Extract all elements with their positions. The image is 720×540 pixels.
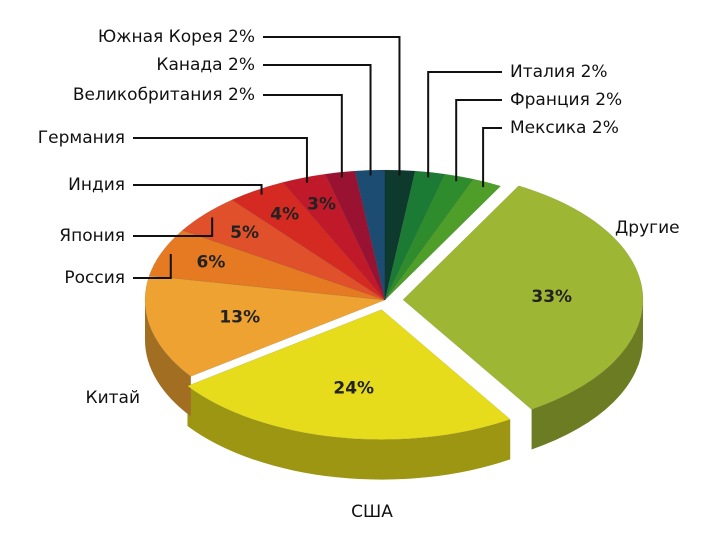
category-label: Италия 2% [510,62,608,82]
category-label: США [351,502,393,522]
slice [384,170,446,301]
slice [282,173,386,301]
category-label: Франция 2% [510,90,622,110]
pie-sides [145,299,643,480]
value-label: 2% [228,85,255,105]
value-label: 2% [228,55,255,75]
slice [144,275,386,377]
leader-line [263,64,372,176]
slice-side [531,299,643,450]
value-label: 2% [228,27,255,47]
category-name: Италия [510,62,575,82]
category-label: Германия [38,128,125,148]
leader-line [263,36,401,176]
value-label: 6% [197,253,226,273]
category-label: Южная Корея 2% [98,27,255,47]
labels: 33% Другие 24% США 13% Китай 6% Россия 5% Япония 4… [38,27,680,522]
slice [384,178,502,301]
category-label: Япония [59,226,125,246]
value-label: 5% [230,223,259,243]
category-label: Россия [64,268,125,288]
category-name: Великобритания [73,85,223,105]
leader-line [263,94,343,178]
slice-side [145,300,191,417]
slice [402,185,644,410]
leader-line [455,99,502,182]
leader-line [427,71,502,178]
category-label: Великобритания 2% [73,85,255,105]
category-name: Франция [510,90,590,110]
slice [231,182,386,301]
value-label: 4% [270,204,299,224]
value-label: 2% [595,90,622,110]
leader-line [133,184,263,195]
value-label: 33% [531,287,572,307]
slice [186,309,511,440]
pie-tops [144,169,644,440]
category-label: Индия [68,175,125,195]
category-label: Китай [86,388,141,408]
category-name: Канада [156,55,222,75]
slice-side [187,385,511,480]
value-label: 2% [581,62,608,82]
leader-line [133,254,172,279]
slice [148,230,386,301]
category-name: Южная Корея [98,27,223,47]
category-label: Мексика 2% [510,118,619,138]
leader-line [133,217,214,237]
category-label: Другие [615,218,680,238]
slice [384,173,474,301]
slice [324,170,386,301]
leader-line [482,127,502,188]
leader-line [133,137,308,183]
value-label: 2% [592,118,619,138]
value-label: 13% [219,308,260,328]
category-label: Канада 2% [156,55,255,75]
slice [181,199,386,301]
category-name: Мексика [510,118,586,138]
value-label: 3% [307,195,336,215]
value-label: 24% [333,379,374,399]
